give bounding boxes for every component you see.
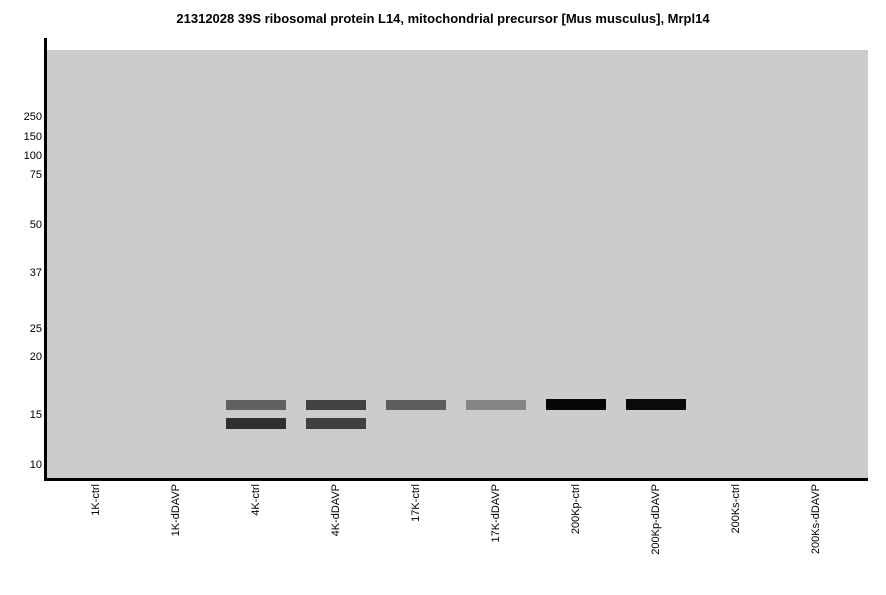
protein-band (226, 400, 286, 410)
y-axis-tick-label: 25 (29, 323, 42, 335)
lane-label: 200Kp-ctrl (570, 484, 582, 535)
protein-band (226, 418, 286, 429)
protein-band (386, 400, 446, 410)
x-axis-line (44, 478, 868, 481)
lane-label: 4K-ctrl (250, 484, 262, 516)
y-axis-tick-label: 75 (29, 169, 42, 181)
figure-title: 21312028 39S ribosomal protein L14, mito… (176, 11, 710, 26)
y-axis-tick-label: 50 (29, 219, 42, 231)
protein-band (306, 400, 366, 410)
lane-label: 1K-ctrl (90, 484, 102, 516)
protein-band (466, 400, 526, 410)
lane-label: 4K-dDAVP (330, 484, 342, 537)
lane-label: 1K-dDAVP (170, 484, 182, 537)
gel-area (46, 50, 868, 478)
protein-band (546, 399, 606, 410)
y-axis-tick-label: 100 (23, 150, 42, 162)
protein-band (626, 399, 686, 410)
y-axis-tick-label: 37 (29, 267, 42, 279)
y-axis-tick-label: 20 (29, 351, 42, 363)
lane-label: 17K-dDAVP (490, 484, 502, 543)
lane-label: 200Ks-ctrl (730, 484, 742, 534)
y-axis-tick-label: 15 (29, 409, 42, 421)
y-axis-tick-label: 150 (23, 131, 42, 143)
protein-band (306, 418, 366, 429)
lane-label: 200Ks-dDAVP (810, 484, 822, 555)
y-axis-line (44, 38, 47, 481)
lane-label: 200Kp-dDAVP (650, 484, 662, 555)
lane-label: 17K-ctrl (410, 484, 422, 522)
y-axis-tick-label: 10 (29, 459, 42, 471)
y-axis-tick-label: 250 (23, 111, 42, 123)
